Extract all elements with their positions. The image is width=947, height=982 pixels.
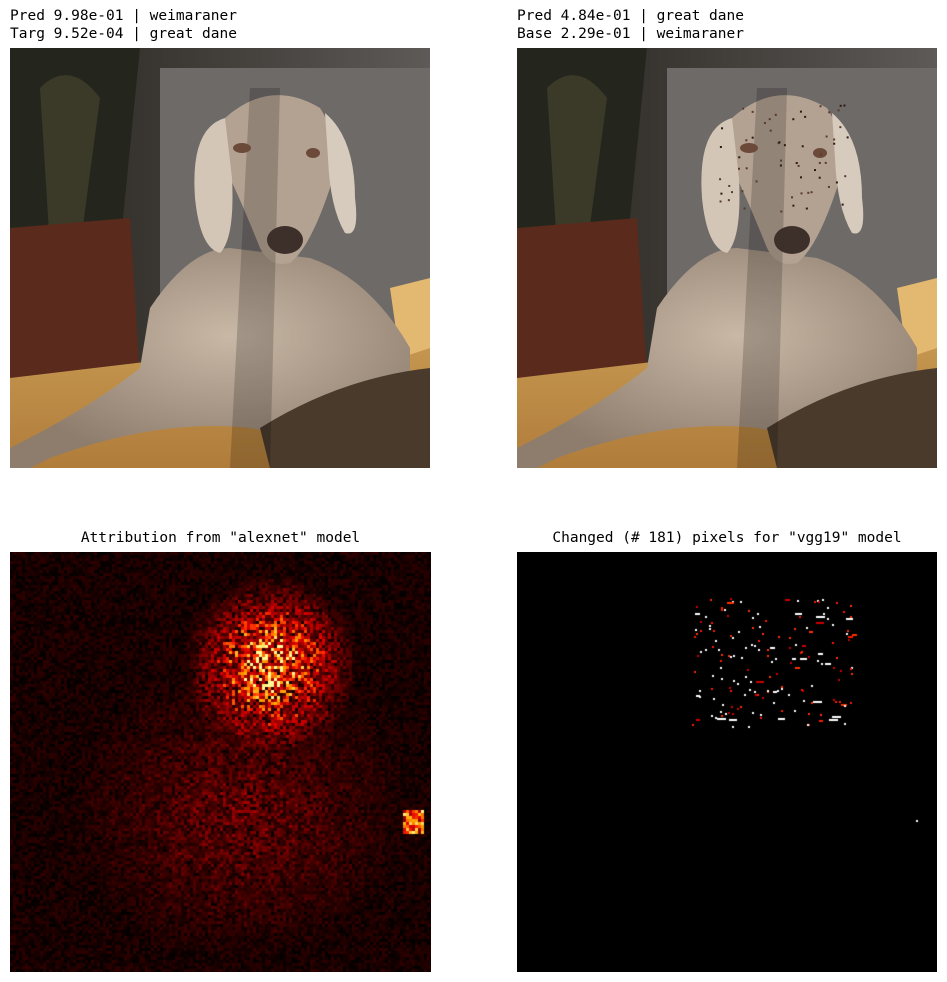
perturbation-speck [835, 181, 838, 184]
perturbation-speck [846, 136, 849, 139]
original-title-line1: Pred 9.98e-01 | weimaraner [10, 8, 237, 24]
perturbation-speck [745, 167, 748, 170]
perturbation-speck [780, 159, 783, 162]
adversarial-title-line2: Base 2.29e-01 | weimaraner [517, 26, 744, 42]
perturbation-speck [828, 111, 831, 114]
perturbation-speck [780, 210, 783, 213]
perturbation-speck [783, 144, 786, 147]
perturbation-speck [824, 161, 827, 164]
perturbation-speck [791, 196, 794, 199]
perturbation-speck [833, 142, 836, 145]
perturbation-speck [804, 115, 807, 118]
perturbation-speck [721, 127, 724, 130]
original-dog-image [10, 48, 430, 468]
perturbation-speck [719, 146, 722, 149]
perturbation-speck [719, 200, 722, 203]
original-title-line2: Targ 9.52e-04 | great dane [10, 26, 237, 42]
perturbation-speck [837, 109, 840, 112]
dog-photo-illustration [10, 48, 430, 468]
perturbation-speck [751, 136, 754, 139]
adversarial-title-line1: Pred 4.84e-01 | great dane [517, 8, 744, 24]
attribution-heatmap [10, 552, 431, 972]
perturbation-speck [839, 126, 842, 129]
perturbation-speck [755, 180, 758, 183]
perturbation-speck [819, 153, 822, 156]
perturbation-speck [728, 184, 731, 187]
perturbation-specks [719, 104, 849, 213]
perturbation-speck [792, 118, 795, 121]
changed-pixels-canvas [517, 552, 937, 972]
perturbation-speck [745, 139, 748, 142]
perturbation-speck [839, 104, 842, 107]
perturbation-speck [797, 164, 800, 167]
perturbation-speck [844, 175, 847, 178]
perturbation-speck [814, 169, 817, 172]
perturbation-speck [778, 141, 781, 144]
perturbation-speck [774, 113, 777, 116]
perturbation-speck [738, 156, 741, 159]
perturbation-speck [727, 199, 730, 202]
perturbation-speck [731, 191, 734, 194]
changed-pixels-map [517, 552, 937, 972]
perturbation-speck [741, 190, 744, 193]
perturbation-speck [769, 129, 772, 132]
perturbation-speck [818, 176, 821, 179]
perturbation-speck [801, 145, 804, 148]
perturbation-speck [768, 118, 771, 121]
perturbation-speck [805, 207, 808, 210]
perturbation-speck [819, 105, 822, 108]
perturbation-speck [742, 107, 745, 110]
attribution-heatmap-canvas [10, 552, 431, 972]
perturbation-speck [792, 204, 795, 207]
perturbation-speck [818, 161, 821, 164]
perturbation-speck [800, 192, 803, 195]
perturbation-speck [720, 192, 723, 195]
perturbation-speck [810, 191, 813, 194]
perturbation-speck [743, 207, 746, 210]
perturbation-speck [738, 167, 741, 170]
perturbation-speck [843, 104, 846, 107]
perturbation-speck [795, 162, 798, 165]
perturbation-speck [825, 135, 828, 138]
perturbation-speck [841, 203, 844, 206]
perturbation-speck [833, 138, 836, 141]
perturbation-speck [719, 178, 722, 181]
attribution-title: Attribution from "alexnet" model [80, 530, 361, 546]
perturbation-speck [800, 176, 803, 179]
perturbation-speck [751, 110, 754, 113]
perturbation-speck [807, 191, 810, 194]
perturbation-speck [827, 185, 830, 188]
dog-photo-perturbed-illustration [517, 48, 937, 468]
perturbation-speck [799, 110, 802, 113]
changed-pixels-title: Changed (# 181) pixels for "vgg19" model [552, 530, 902, 546]
perturbation-speck [763, 122, 766, 125]
adversarial-dog-image [517, 48, 937, 468]
perturbation-speck [779, 164, 782, 167]
